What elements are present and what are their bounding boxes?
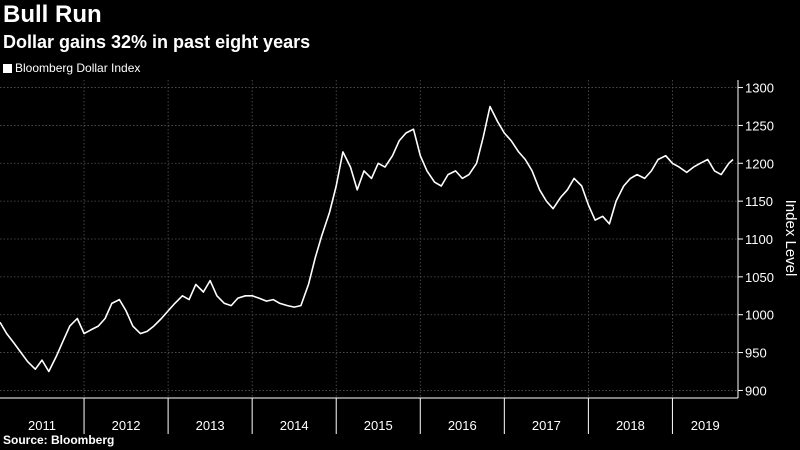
- y-tick-label: 950: [745, 346, 767, 361]
- gridlines: [0, 80, 738, 398]
- y-tick-label: 1000: [745, 308, 774, 323]
- y-tick-label: 1150: [745, 194, 773, 209]
- y-tick-label: 900: [745, 383, 767, 398]
- y-tick-label: 1200: [745, 156, 774, 171]
- chart-title: Bull Run: [3, 1, 102, 28]
- y-tick-label: 1100: [745, 232, 773, 247]
- chart-subtitle: Dollar gains 32% in past eight years: [3, 32, 311, 52]
- x-tick-label: 2017: [532, 418, 561, 433]
- x-axis: 2011 2012 2013 2014 2015 2016 2017 2018 2019: [0, 397, 738, 434]
- y-axis-label: Index Level: [782, 200, 799, 277]
- x-tick-label: 2018: [616, 418, 645, 433]
- source-note: Source: Bloomberg: [3, 433, 115, 447]
- series-line-bloomberg-dollar-index: [0, 105, 734, 373]
- legend-swatch: [3, 63, 12, 73]
- x-tick-label: 2016: [448, 418, 477, 433]
- x-tick-label: 2013: [196, 418, 225, 433]
- x-tick-label: 2019: [691, 418, 720, 433]
- x-tick-label: 2012: [112, 418, 141, 433]
- chart-legend: Bloomberg Dollar Index: [3, 60, 140, 76]
- y-tick-label: 1300: [745, 81, 774, 96]
- x-tick-label: 2015: [364, 418, 393, 433]
- legend-label: Bloomberg Dollar Index: [15, 61, 141, 75]
- x-tick-label: 2011: [28, 418, 56, 433]
- y-tick-label: 1250: [745, 118, 774, 133]
- x-tick-label: 2014: [280, 418, 309, 433]
- y-axis: 900 950 1000 1050 1100 1150 1200 1250 1300: [737, 80, 774, 398]
- y-tick-label: 1050: [745, 270, 774, 285]
